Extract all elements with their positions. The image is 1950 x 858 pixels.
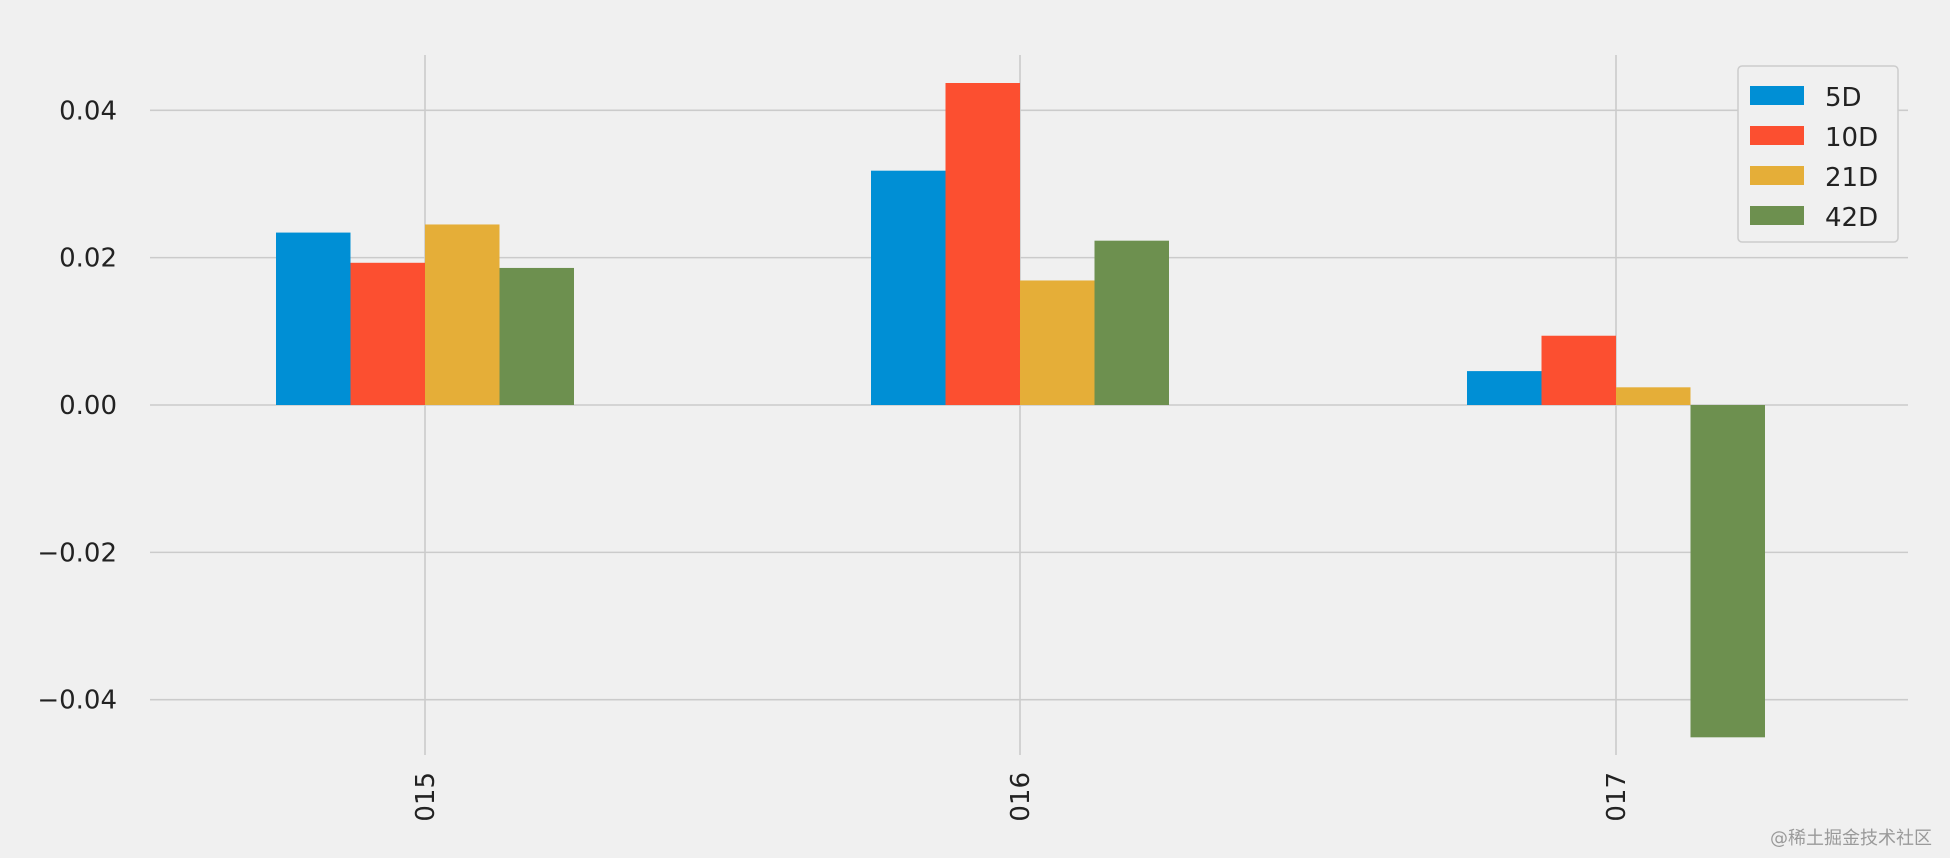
legend-label-42d: 42D — [1825, 203, 1878, 233]
y-tick-label: 0.02 — [59, 244, 117, 274]
bar-21d-015 — [425, 224, 500, 405]
bars — [276, 83, 1765, 738]
bar-10d-016 — [945, 83, 1020, 405]
y-tick-label: 0.00 — [59, 391, 117, 421]
legend-swatch-21d — [1750, 166, 1804, 185]
y-tick-label: −0.04 — [37, 686, 117, 716]
bar-21d-017 — [1616, 387, 1691, 405]
legend-swatch-42d — [1750, 206, 1804, 225]
bar-10d-015 — [350, 262, 425, 405]
legend-swatch-5d — [1750, 86, 1804, 105]
legend-swatch-10d — [1750, 126, 1804, 145]
bar-10d-017 — [1541, 335, 1616, 405]
legend-label-10d: 10D — [1825, 123, 1878, 153]
legend-label-5d: 5D — [1825, 83, 1862, 113]
bar-42d-017 — [1690, 405, 1765, 738]
bar-42d-015 — [499, 267, 574, 405]
x-tick-label: 016 — [1006, 772, 1036, 822]
y-axis-tick-labels: −0.04 −0.02 0.00 0.02 0.04 — [37, 96, 117, 715]
legend-box — [1737, 65, 1899, 243]
bar-21d-016 — [1020, 280, 1095, 405]
y-tick-label: −0.02 — [37, 538, 117, 568]
x-axis-tick-labels: 015 016 017 — [411, 772, 1632, 822]
legend: 5D 10D 21D 42D — [1737, 65, 1899, 243]
legend-label-21d: 21D — [1825, 163, 1878, 193]
bar-42d-016 — [1094, 240, 1169, 405]
x-tick-label: 015 — [411, 772, 441, 822]
bar-5d-017 — [1467, 371, 1542, 405]
bar-5d-015 — [276, 232, 351, 405]
y-tick-label: 0.04 — [59, 96, 117, 126]
watermark-text: @稀土掘金技术社区 — [1770, 828, 1932, 849]
x-tick-label: 017 — [1602, 772, 1632, 822]
bar-5d-016 — [871, 170, 946, 405]
